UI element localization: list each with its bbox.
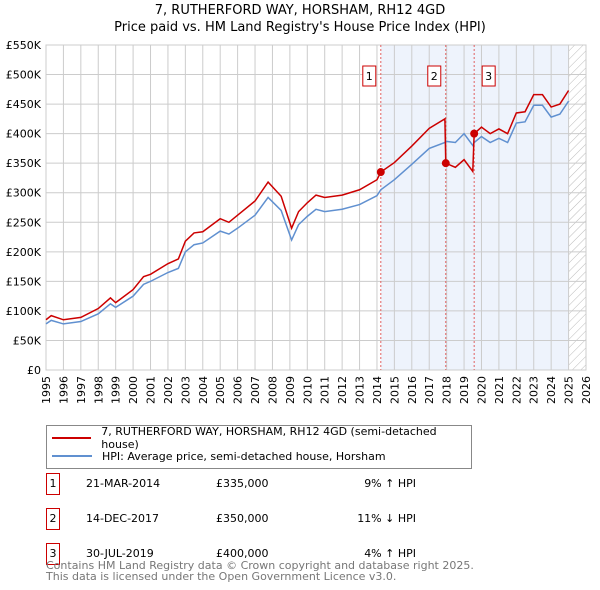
y-tick-label: £150K	[6, 275, 42, 288]
sale-badge: 1	[46, 473, 60, 495]
sale-price: £400,000	[216, 547, 269, 560]
x-tick-label: 2004	[197, 376, 210, 404]
x-tick-label: 2021	[493, 376, 506, 404]
sale-row: 2 14-DEC-2017 £350,000 11% ↓ HPI	[46, 508, 446, 530]
sale-price: £350,000	[216, 512, 269, 525]
x-tick-label: 2022	[510, 376, 523, 404]
x-tick-label: 1995	[40, 376, 53, 404]
x-tick-label: 2010	[301, 376, 314, 404]
sale-label: 2	[431, 70, 438, 83]
x-tick-label: 2023	[528, 376, 541, 404]
y-tick-label: £100K	[6, 305, 42, 318]
y-tick-label: £550K	[6, 39, 42, 52]
shaded-region	[380, 45, 569, 370]
x-tick-label: 1999	[110, 376, 123, 404]
plot-border	[45, 44, 587, 371]
x-tick-label: 2000	[127, 376, 140, 404]
x-tick-label: 2003	[179, 376, 192, 404]
y-tick-label: £0	[27, 364, 41, 377]
sale-label-box	[427, 65, 442, 87]
y-tick-label: £250K	[6, 216, 42, 229]
y-tick-label: £200K	[6, 246, 42, 259]
sale-date: 30-JUL-2019	[86, 547, 154, 560]
y-tick-label: £350K	[6, 157, 42, 170]
x-tick-label: 2005	[214, 376, 227, 404]
legend: 7, RUTHERFORD WAY, HORSHAM, RH12 4GD (se…	[46, 425, 472, 469]
x-tick-label: 2015	[388, 376, 401, 404]
x-tick-label: 2011	[319, 376, 332, 404]
legend-label-hpi: HPI: Average price, semi-detached house,…	[102, 449, 386, 463]
y-tick-label: £400K	[6, 128, 42, 141]
x-tick-label: 1996	[57, 376, 70, 404]
sale-label: 3	[485, 70, 492, 83]
sale-hpi-diff: 11% ↓ HPI	[357, 512, 416, 525]
sale-date: 14-DEC-2017	[86, 512, 160, 525]
sale-price: £335,000	[216, 477, 269, 490]
sale-hpi-diff: 9% ↑ HPI	[364, 477, 416, 490]
x-tick-label: 2026	[580, 376, 593, 404]
x-tick-label: 2019	[458, 376, 471, 404]
x-tick-label: 2024	[545, 376, 558, 404]
legend-label-property: 7, RUTHERFORD WAY, HORSHAM, RH12 4GD (se…	[101, 425, 437, 451]
x-tick-label: 1997	[75, 376, 88, 404]
sale-point	[470, 129, 479, 138]
hpi-line	[45, 100, 570, 325]
x-tick-label: 2020	[475, 376, 488, 404]
x-tick-label: 2016	[406, 376, 419, 404]
chart-title: 7, RUTHERFORD WAY, HORSHAM, RH12 4GD	[154, 3, 446, 18]
sale-point	[441, 159, 450, 168]
x-tick-label: 2018	[441, 376, 454, 404]
x-tick-label: 2012	[336, 376, 349, 404]
sale-row: 1 21-MAR-2014 £335,000 9% ↑ HPI	[46, 473, 446, 495]
sale-label-box	[481, 65, 496, 87]
x-tick-label: 2017	[423, 376, 436, 404]
sale-date: 21-MAR-2014	[86, 477, 161, 490]
sale-label: 1	[366, 70, 373, 83]
y-tick-label: £450K	[6, 98, 42, 111]
legend-red-line	[52, 437, 92, 439]
x-tick-label: 2007	[249, 376, 262, 404]
chart-plot: 1995 1996 1997 1998 1999 2000 2001 2002 2003 2004…	[6, 39, 593, 404]
y-tick-label: £50K	[13, 334, 42, 347]
x-tick-label: 2001	[145, 376, 158, 404]
sale-badge: 3	[46, 543, 60, 565]
sale-row: 3 30-JUL-2019 £400,000 4% ↑ HPI	[46, 543, 446, 565]
forecast-hatch	[568, 45, 586, 370]
x-tick-label: 2013	[354, 376, 367, 404]
footer-line-2: This data is licensed under the Open Gov…	[46, 570, 397, 583]
y-tick-label: £300K	[6, 187, 42, 200]
y-tick-label: £500K	[6, 69, 42, 82]
sale-point	[376, 168, 385, 177]
x-tick-label: 2025	[563, 376, 576, 404]
x-tick-label: 1998	[92, 376, 105, 404]
property-price-line	[45, 90, 570, 321]
footer-line-1: Contains HM Land Registry data © Crown c…	[46, 559, 474, 572]
sale-hpi-diff: 4% ↑ HPI	[364, 547, 416, 560]
legend-blue-line	[52, 455, 92, 457]
sale-badge: 2	[46, 508, 60, 530]
x-tick-label: 2009	[284, 376, 297, 404]
x-tick-label: 2008	[266, 376, 279, 404]
x-tick-label: 2006	[232, 376, 245, 404]
chart-subtitle: Price paid vs. HM Land Registry's House …	[114, 20, 486, 35]
x-tick-label: 2002	[162, 376, 175, 404]
sale-label-box	[362, 65, 377, 87]
x-tick-label: 2014	[371, 376, 384, 404]
